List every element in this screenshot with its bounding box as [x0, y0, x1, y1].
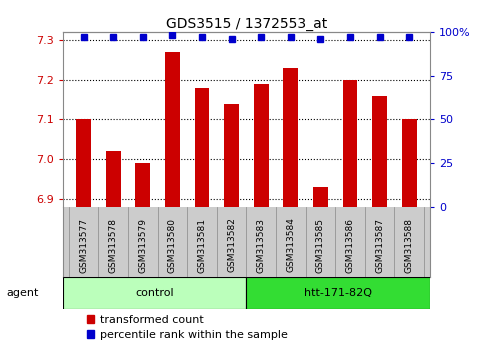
Text: agent: agent — [6, 288, 38, 298]
Bar — [165, 52, 180, 207]
Text: GSM313585: GSM313585 — [316, 218, 325, 273]
Bar — [284, 68, 298, 207]
Text: GSM313584: GSM313584 — [286, 218, 295, 273]
Bar — [106, 152, 121, 207]
Text: GSM313583: GSM313583 — [256, 218, 266, 273]
Bar — [76, 120, 91, 207]
Text: htt-171-82Q: htt-171-82Q — [304, 288, 372, 298]
Legend: transformed count, percentile rank within the sample: transformed count, percentile rank withi… — [87, 315, 288, 340]
Bar — [342, 80, 357, 207]
Text: GSM313588: GSM313588 — [405, 218, 413, 273]
Bar — [135, 163, 150, 207]
Bar — [195, 88, 209, 207]
Bar — [63, 277, 246, 309]
Text: GSM313580: GSM313580 — [168, 218, 177, 273]
Text: control: control — [135, 288, 174, 298]
Bar — [372, 96, 387, 207]
Bar — [402, 120, 416, 207]
Title: GDS3515 / 1372553_at: GDS3515 / 1372553_at — [166, 17, 327, 31]
Bar — [246, 277, 430, 309]
Bar — [254, 84, 269, 207]
Text: GSM313578: GSM313578 — [109, 218, 118, 273]
Text: GSM313577: GSM313577 — [79, 218, 88, 273]
Text: GSM313582: GSM313582 — [227, 218, 236, 273]
Text: GSM313579: GSM313579 — [138, 218, 147, 273]
Bar — [313, 187, 328, 207]
Text: GSM313586: GSM313586 — [345, 218, 355, 273]
Bar — [224, 104, 239, 207]
Text: GSM313587: GSM313587 — [375, 218, 384, 273]
Text: GSM313581: GSM313581 — [198, 218, 206, 273]
